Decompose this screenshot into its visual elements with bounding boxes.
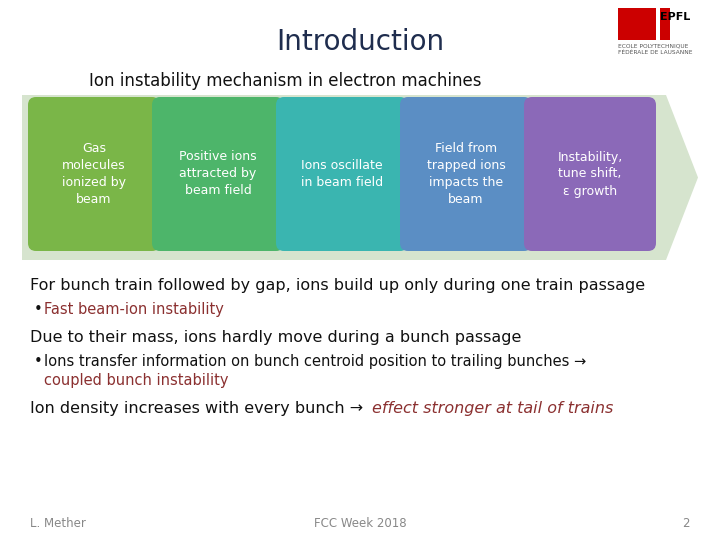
- FancyBboxPatch shape: [276, 97, 408, 251]
- Bar: [618, 8, 656, 40]
- Text: Introduction: Introduction: [276, 28, 444, 56]
- Text: ECOLE POLYTECHNIQUE: ECOLE POLYTECHNIQUE: [618, 44, 688, 49]
- Text: Due to their mass, ions hardly move during a bunch passage: Due to their mass, ions hardly move duri…: [30, 330, 521, 345]
- Text: Fast beam-ion instability: Fast beam-ion instability: [44, 302, 224, 317]
- Text: Instability,
tune shift,
ε growth: Instability, tune shift, ε growth: [557, 151, 623, 198]
- Text: FÉDÉRALE DE LAUSANNE: FÉDÉRALE DE LAUSANNE: [618, 50, 693, 55]
- Text: L. Mether: L. Mether: [30, 517, 86, 530]
- Text: For bunch train followed by gap, ions build up only during one train passage: For bunch train followed by gap, ions bu…: [30, 278, 645, 293]
- Text: coupled bunch instability: coupled bunch instability: [44, 373, 228, 388]
- Text: Field from
trapped ions
impacts the
beam: Field from trapped ions impacts the beam: [427, 142, 505, 206]
- Text: Ions oscillate
in beam field: Ions oscillate in beam field: [301, 159, 383, 189]
- Text: FCC Week 2018: FCC Week 2018: [314, 517, 406, 530]
- Text: effect stronger at tail of trains: effect stronger at tail of trains: [372, 401, 613, 416]
- Bar: [660, 8, 670, 40]
- Polygon shape: [22, 95, 698, 260]
- Text: Ion instability mechanism in electron machines: Ion instability mechanism in electron ma…: [89, 72, 481, 90]
- FancyBboxPatch shape: [152, 97, 284, 251]
- FancyBboxPatch shape: [400, 97, 532, 251]
- Text: 2: 2: [683, 517, 690, 530]
- Text: Positive ions
attracted by
beam field: Positive ions attracted by beam field: [179, 151, 257, 198]
- FancyBboxPatch shape: [524, 97, 656, 251]
- Bar: [656, 8, 660, 40]
- Text: •: •: [34, 302, 42, 317]
- Text: Ion density increases with every bunch →: Ion density increases with every bunch →: [30, 401, 368, 416]
- Text: •: •: [34, 354, 42, 369]
- Text: EPFL: EPFL: [660, 12, 690, 22]
- FancyBboxPatch shape: [28, 97, 160, 251]
- Text: Gas
molecules
ionized by
beam: Gas molecules ionized by beam: [62, 142, 126, 206]
- Text: Ions transfer information on bunch centroid position to trailing bunches →: Ions transfer information on bunch centr…: [44, 354, 586, 369]
